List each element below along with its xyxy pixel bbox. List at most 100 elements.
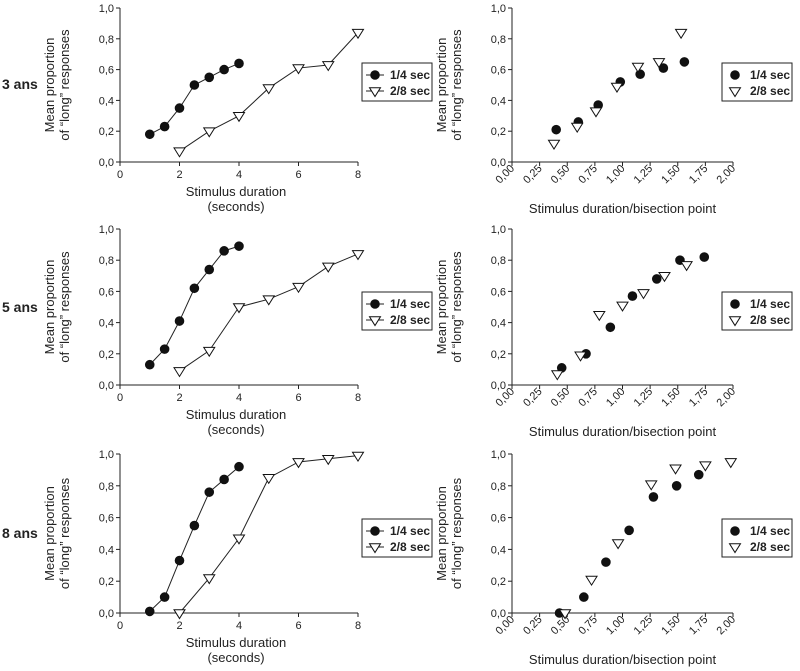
x-tick-label: 6 [295,620,301,632]
data-point-triangle [724,458,738,469]
chart-panel-2: 0,00,20,40,60,81,00,00 0,25 0,50 0,75 1,00 1,… [434,3,793,216]
data-point-triangle [292,458,305,469]
data-point-circle [679,57,690,67]
x-axis-label: (seconds) [207,422,264,437]
row-label-5-ans: 5 ans [2,299,38,315]
series-2-8-sec [173,250,365,378]
x-tick-label: 6 [295,392,301,404]
data-point-circle [189,283,200,294]
x-tick-label: 2,00 [714,163,738,187]
data-point-circle [174,555,185,566]
series-2-8-sec [173,28,365,158]
x-tick-label: 4 [236,620,242,632]
series-2-8-sec [547,28,688,150]
y-axis-label: Mean proportion [434,260,449,355]
y-tick-label: 0,4 [491,318,506,330]
y-tick-label: 0,2 [99,349,114,361]
data-point-circle [648,492,659,502]
legend: 1/4 sec 2/8 sec [721,62,793,102]
y-tick-label: 0,4 [99,95,114,107]
data-point-triangle [592,311,606,322]
data-point-circle [219,246,229,256]
data-point-circle [159,121,170,132]
y-tick-label: 0,8 [491,481,506,493]
data-point-circle [144,606,155,617]
legend-label: 2/8 sec [390,540,430,554]
data-point-circle [189,520,200,531]
series-2-8-sec [558,458,738,620]
data-point-triangle [321,262,335,273]
data-point-circle [159,344,170,354]
x-tick-label: 1,50 [659,163,683,187]
data-point-triangle [585,575,598,587]
data-point-triangle [262,295,276,306]
series-1-4-sec [554,469,704,618]
legend-marker-triangle [728,316,742,327]
x-tick-label: 0,50 [549,386,573,410]
data-point-triangle [292,282,305,294]
legend-marker-circle [370,299,380,309]
data-point-triangle [232,112,246,123]
data-point-circle [219,64,229,75]
data-point-triangle [610,82,624,93]
chart-panel-5: 0,0 0,2 0,4 0,6 0,8 1,0 0 2 4 6 8 Stimulus duration… [42,449,433,665]
legend-marker-triangle [728,543,742,554]
x-tick-label: 0 [117,392,123,404]
y-tick-label: 0,8 [99,481,114,493]
data-point-circle [624,525,634,536]
x-tick-label: 8 [355,169,361,181]
data-point-triangle [698,461,712,472]
x-tick-label: 1,75 [687,163,711,187]
x-tick-label: 2 [176,169,182,181]
legend-marker-circle [370,526,380,536]
data-point-circle [605,322,616,333]
legend: 1/4 sec 2/8 sec [361,62,433,102]
y-tick-label: 0,2 [491,576,506,588]
data-point-triangle [680,261,693,272]
series-1-4-sec [144,241,244,370]
x-axis-label: Stimulus duration/bisection point [529,201,717,216]
data-point-triangle [550,370,564,381]
x-tick-label: 8 [355,392,361,404]
data-point-circle [234,241,244,251]
data-point-triangle [611,539,625,550]
legend-label: 2/8 sec [390,84,430,98]
y-tick-label: 0,6 [99,286,114,298]
x-tick-label: 1,00 [604,386,628,410]
data-point-triangle [644,480,658,491]
y-tick-label: 0,0 [99,157,114,169]
data-point-triangle [262,474,276,485]
data-point-circle [159,592,170,602]
data-point-circle [234,461,244,472]
y-axis-label: of “long” responses [57,251,72,363]
x-axis-label: Stimulus duration/bisection point [529,652,717,667]
data-point-triangle [547,139,561,150]
y-tick-label: 0,0 [99,380,114,392]
y-tick-label: 0,6 [491,65,506,77]
data-point-circle [601,557,611,567]
data-point-triangle [637,289,650,300]
chart-panel-4: 0,00,20,40,60,81,00,00 0,25 0,50 0,75 1,00 1,… [434,224,793,439]
x-tick-label: 0,25 [521,386,545,410]
chart-panels: 0,0 0,2 0,4 0,6 0,8 1,00 2 4 6 8 Stimulus duration… [42,3,793,667]
series-1-4-sec [144,58,244,140]
data-point-triangle [202,574,216,585]
x-axis-label: (seconds) [207,650,264,665]
y-tick-label: 0,2 [491,349,506,361]
legend-marker-triangle [368,316,382,327]
legend-label: 1/4 sec [750,297,790,311]
y-tick-label: 0,0 [491,380,506,392]
data-point-circle [699,252,710,262]
data-point-circle [693,469,704,480]
x-tick-label: 0,75 [576,614,600,638]
row-label-8-ans: 8 ans [2,525,38,541]
y-axis-label: of “long” responses [449,29,464,141]
data-point-circle [651,274,662,284]
legend-marker-circle [730,70,740,80]
y-axis-label: of “long” responses [57,477,72,589]
x-tick-label: 4 [236,392,242,404]
data-point-circle [219,474,229,485]
x-tick-label: 0,50 [549,163,573,187]
data-point-circle [234,58,244,69]
x-tick-label: 1,50 [659,614,683,638]
